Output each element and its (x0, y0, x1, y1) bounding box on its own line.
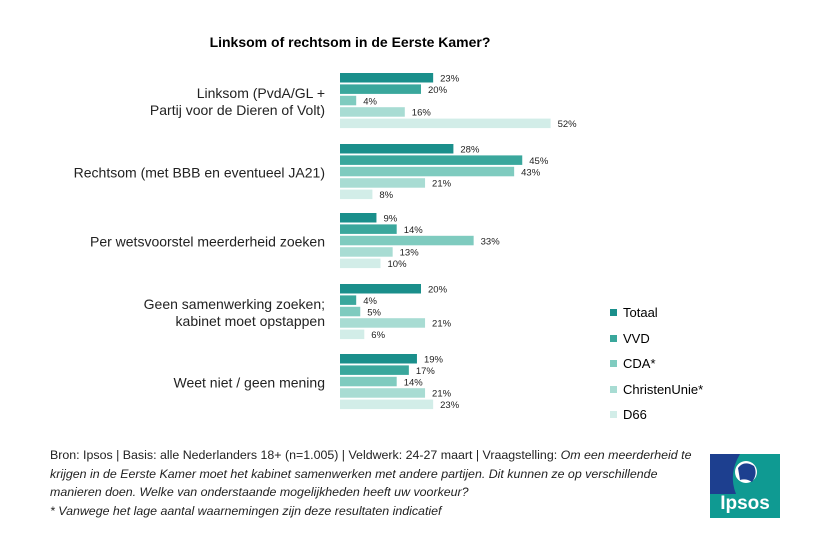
legend-swatch (610, 360, 617, 368)
category-label: Partij voor de Dieren of Volt) (150, 102, 325, 118)
data-label: 4% (363, 96, 377, 107)
data-label: 17% (416, 366, 436, 377)
data-label: 43% (521, 167, 541, 178)
legend-swatch (610, 334, 617, 342)
category-label: kabinet moet opstappen (176, 313, 325, 329)
legend-label: D66 (623, 407, 647, 423)
legend-swatch (610, 411, 617, 419)
bar (340, 306, 361, 317)
bar (340, 107, 405, 117)
data-label: 21% (432, 179, 452, 190)
bar (340, 118, 551, 129)
legend-item: D66 (610, 402, 703, 428)
legend-swatch (610, 309, 617, 317)
bar (340, 166, 515, 177)
data-label: 6% (371, 330, 385, 341)
legend: Totaal VVD CDA* ChristenUnie* D66 (610, 300, 703, 428)
ipsos-logo: Ipsos (710, 454, 780, 518)
bar (340, 295, 357, 305)
legend-item: VVD (610, 326, 703, 352)
legend-item: CDA* (610, 351, 703, 377)
data-label: 45% (529, 156, 549, 167)
bar (340, 388, 426, 398)
chart-title: Linksom of rechtsom in de Eerste Kamer? (209, 34, 491, 50)
data-label: 16% (412, 108, 432, 119)
footnote: Bron: Ipsos | Basis: alle Nederlanders 1… (50, 446, 700, 520)
bar (340, 189, 373, 200)
data-label: 8% (379, 190, 393, 201)
category-label: Linksom (PvdA/GL + (197, 85, 325, 101)
bar (340, 95, 357, 106)
bar (340, 178, 426, 188)
data-label: 20% (428, 285, 448, 296)
data-label: 33% (481, 236, 501, 247)
data-label: 19% (424, 355, 444, 366)
footnote-source: Bron: Ipsos | Basis: alle Nederlanders 1… (50, 448, 561, 462)
legend-item: ChristenUnie* (610, 377, 703, 403)
bar (340, 84, 421, 94)
category-label: Per wetsvoorstel meerderheid zoeken (90, 234, 325, 250)
data-label: 14% (404, 377, 424, 388)
data-label: 23% (440, 74, 460, 85)
bar (340, 399, 434, 410)
data-label: 28% (460, 145, 480, 156)
legend-label: CDA* (623, 356, 656, 372)
bar (340, 376, 397, 387)
bar (340, 365, 409, 375)
bar (340, 318, 426, 328)
bar (340, 144, 454, 154)
data-label: 20% (428, 85, 448, 96)
data-label: 21% (432, 319, 452, 330)
legend-label: ChristenUnie* (623, 381, 704, 397)
bar (340, 155, 523, 165)
legend-swatch (610, 385, 617, 393)
bar (340, 235, 474, 246)
data-label: 5% (367, 307, 381, 318)
legend-item: Totaal (610, 300, 703, 326)
legend-label: Totaal (623, 305, 658, 321)
category-label: Geen samenwerking zoeken; (144, 296, 325, 312)
data-label: 23% (440, 400, 460, 411)
data-label: 52% (558, 119, 578, 130)
category-label: Weet niet / geen mening (173, 375, 325, 391)
category-label: Rechtsom (met BBB en eventueel JA21) (74, 165, 325, 181)
bar (340, 354, 417, 364)
footnote-question: Om een meerderheid te krijgen in de Eers… (50, 448, 692, 499)
data-label: 10% (388, 259, 408, 270)
bar (340, 224, 397, 234)
bar-chart: Linksom (PvdA/GL +Partij voor de Dieren … (74, 73, 578, 411)
bar (340, 329, 365, 340)
data-label: 14% (404, 225, 424, 236)
data-label: 13% (400, 248, 420, 259)
bar (340, 247, 393, 257)
bar (340, 73, 434, 83)
data-label: 4% (363, 296, 377, 307)
data-label: 9% (383, 214, 397, 225)
data-label: 21% (432, 389, 452, 400)
bar (340, 284, 421, 294)
logo-text: Ipsos (720, 493, 770, 514)
footnote-note: * Vanwege het lage aantal waarnemingen z… (50, 503, 442, 518)
bar (340, 258, 381, 269)
legend-label: VVD (623, 330, 650, 346)
bar (340, 213, 377, 223)
